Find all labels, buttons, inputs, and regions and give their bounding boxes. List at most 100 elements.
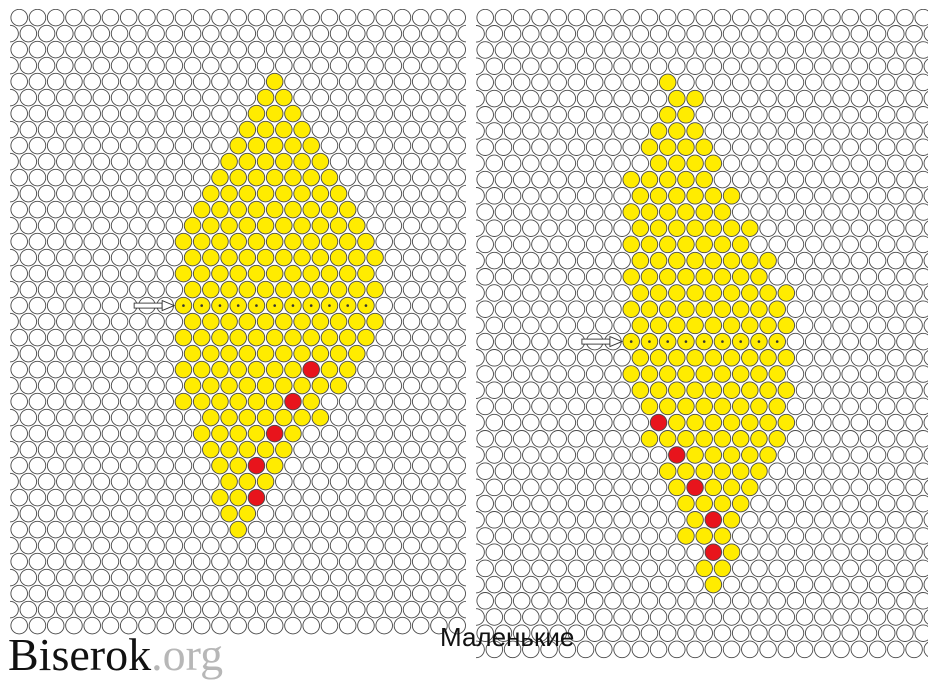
empty-bead — [74, 344, 92, 363]
yellow-bead — [192, 360, 211, 379]
yellow-bead — [275, 408, 293, 427]
empty-bead — [549, 332, 567, 351]
empty-bead — [768, 203, 786, 221]
empty-bead — [320, 72, 339, 91]
yellow-bead — [265, 232, 284, 251]
empty-bead — [74, 504, 92, 523]
empty-bead — [147, 568, 165, 587]
yellow-bead — [704, 284, 723, 302]
empty-bead — [348, 88, 366, 107]
empty-bead — [293, 472, 311, 491]
empty-bead — [914, 397, 928, 416]
empty-bead — [284, 552, 302, 571]
empty-bead — [421, 376, 439, 395]
empty-bead — [28, 296, 47, 315]
empty-bead — [595, 446, 613, 464]
yellow-bead — [759, 381, 777, 399]
empty-bead — [375, 392, 393, 411]
empty-bead — [402, 248, 421, 267]
yellow-bead — [759, 284, 777, 302]
empty-bead — [832, 251, 850, 270]
empty-bead — [37, 280, 56, 299]
empty-bead — [174, 168, 193, 187]
empty-bead — [375, 9, 393, 27]
empty-bead — [814, 251, 832, 270]
empty-bead — [923, 382, 928, 398]
empty-bead — [129, 88, 147, 107]
yellow-bead — [293, 216, 311, 235]
empty-bead — [138, 328, 156, 347]
empty-bead — [522, 219, 540, 237]
empty-bead — [357, 520, 375, 539]
empty-bead — [613, 511, 631, 529]
empty-bead — [896, 203, 914, 221]
empty-bead — [823, 170, 841, 189]
empty-bead — [430, 392, 448, 411]
empty-bead — [119, 104, 138, 123]
empty-bead — [265, 9, 284, 27]
empty-bead — [275, 600, 293, 619]
yellow-bead — [220, 344, 238, 363]
empty-bead — [192, 616, 211, 635]
empty-bead — [695, 41, 713, 59]
empty-bead — [622, 527, 640, 545]
empty-bead — [65, 72, 83, 91]
yellow-bead — [695, 203, 713, 221]
empty-bead — [229, 9, 247, 27]
empty-bead — [320, 488, 339, 507]
empty-bead — [741, 154, 759, 173]
yellow-bead — [265, 104, 284, 123]
yellow-bead — [256, 184, 275, 203]
yellow-bead — [704, 251, 723, 270]
empty-bead — [457, 408, 466, 427]
empty-bead — [165, 312, 184, 331]
empty-bead — [165, 408, 184, 427]
yellow-bead — [713, 365, 732, 383]
empty-bead — [46, 40, 65, 59]
empty-bead — [402, 440, 421, 459]
red-bead — [247, 456, 266, 475]
empty-bead — [19, 568, 38, 587]
empty-bead — [46, 360, 65, 379]
yellow-bead — [695, 494, 713, 513]
empty-bead — [74, 120, 92, 139]
empty-bead — [119, 488, 138, 507]
empty-bead — [74, 376, 92, 395]
empty-bead — [275, 536, 293, 555]
empty-bead — [83, 552, 101, 571]
empty-bead — [750, 73, 768, 92]
empty-bead — [668, 640, 686, 659]
empty-bead — [46, 296, 65, 315]
empty-bead — [640, 41, 659, 59]
empty-bead — [531, 235, 549, 254]
empty-bead — [832, 187, 850, 205]
yellow-bead — [750, 397, 768, 416]
empty-bead — [375, 72, 393, 91]
empty-bead — [923, 609, 928, 625]
empty-bead — [795, 25, 814, 43]
empty-bead — [859, 138, 878, 156]
empty-bead — [46, 456, 65, 475]
yellow-bead — [247, 392, 266, 411]
empty-bead — [914, 106, 928, 124]
yellow-bead — [668, 478, 686, 497]
empty-bead — [348, 600, 366, 619]
yellow-bead — [211, 392, 229, 411]
empty-bead — [147, 184, 165, 203]
empty-bead — [923, 576, 928, 593]
empty-bead — [357, 40, 375, 59]
yellow-bead — [658, 235, 677, 254]
empty-bead — [604, 624, 622, 642]
empty-bead — [448, 616, 466, 635]
yellow-bead — [247, 264, 266, 283]
empty-bead — [311, 536, 330, 555]
empty-bead — [604, 462, 622, 480]
yellow-bead — [311, 216, 330, 235]
empty-bead — [302, 488, 320, 507]
empty-bead — [741, 89, 759, 108]
empty-bead — [604, 300, 622, 318]
empty-bead — [494, 138, 513, 156]
empty-bead — [393, 72, 412, 91]
empty-bead — [914, 203, 928, 221]
empty-bead — [750, 624, 768, 642]
